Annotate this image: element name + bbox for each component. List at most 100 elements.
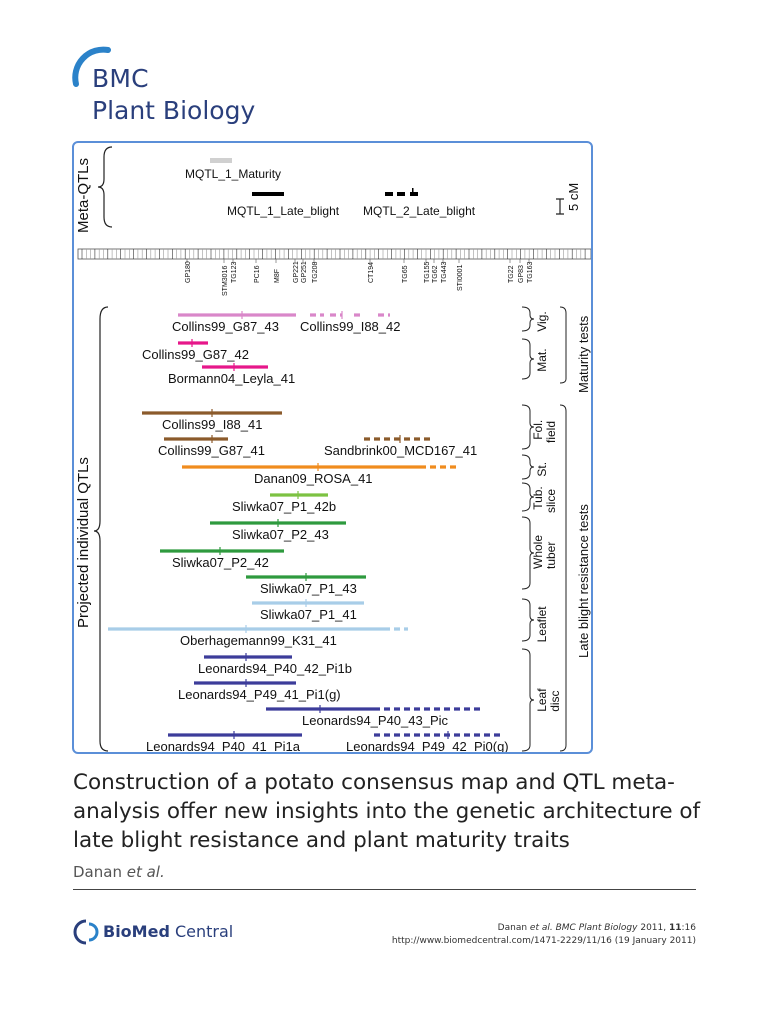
publisher-logo-icon	[73, 919, 99, 945]
qtl-label: Collins99_I88_42	[300, 319, 400, 334]
publisher-logo[interactable]: BioMed Central	[73, 918, 233, 948]
citation: Danan et al. BMC Plant Biology 2011, 11:…	[392, 922, 696, 948]
publisher-name-rest: Central	[169, 922, 234, 941]
qtl-label: Sliwka07_P2_42	[172, 555, 269, 570]
footer-divider	[73, 889, 696, 890]
mqtl-1-maturity-bar	[210, 158, 232, 163]
citation-url[interactable]: http://www.biomedcentral.com/1471-2229/1…	[391, 936, 612, 946]
qtl-label: Collins99_G87_42	[142, 347, 249, 362]
qtl-label: Leonards94_P40_43_Pic	[302, 713, 449, 728]
meta-qtls-label: Meta-QTLs	[75, 158, 92, 233]
citation-journal: BMC Plant Biology	[555, 923, 638, 933]
test-label: Fol.	[531, 420, 545, 440]
journal-arc-icon	[72, 46, 111, 87]
mqtl-2-late-blight-bar	[385, 188, 418, 196]
test-brace	[521, 338, 535, 380]
qtl-label: Sliwka07_P1_43	[260, 581, 357, 596]
authors: Danan et al.	[73, 863, 165, 881]
test-braces: Vig. Mat. Fol. field St. Tub. slice Whole tuber L…	[521, 306, 567, 752]
test-brace	[521, 516, 535, 590]
marker-label: CT194	[368, 262, 375, 283]
citation-author: Danan	[497, 923, 528, 933]
author-etal: et al.	[126, 863, 165, 881]
marker-label: GP180	[185, 261, 192, 283]
test-label: disc	[548, 690, 562, 711]
marker-label: STI0001	[457, 264, 464, 291]
test-label: St.	[535, 462, 549, 477]
maturity-group-brace	[559, 306, 567, 384]
journal-name-line1: BMC	[92, 64, 149, 93]
test-brace	[521, 404, 535, 450]
author-name: Danan	[73, 863, 122, 881]
test-brace	[521, 306, 535, 332]
projected-brace	[93, 306, 109, 752]
marker-label: TG65	[402, 265, 409, 283]
citation-etal: et al.	[529, 923, 553, 933]
scale-label: 5 cM	[566, 183, 581, 211]
test-label: field	[544, 421, 558, 443]
chromosome-strip	[77, 248, 591, 260]
citation-line1: Danan et al. BMC Plant Biology 2011, 11:…	[392, 922, 696, 935]
marker-label: GP83	[518, 265, 525, 283]
marker-label: TG443	[441, 261, 448, 283]
test-brace	[521, 454, 535, 480]
article-title: Construction of a potato consensus map a…	[73, 770, 701, 853]
citation-volume: 11	[668, 923, 682, 933]
marker-label: M8F	[274, 269, 281, 283]
qtl-label: Sliwka07_P1_42b	[232, 499, 336, 514]
journal-logo: BMC Plant Biology	[68, 44, 268, 134]
qtl-label: Sandbrink00_MCD167_41	[324, 443, 477, 458]
test-label: slice	[544, 489, 558, 513]
qtl-label: Bormann04_Leyla_41	[168, 371, 295, 386]
figure-frame: Meta-QTLs Projected individual QTLs Matu…	[72, 141, 593, 754]
marker-label: TG123	[231, 261, 238, 283]
test-label: Leaf	[535, 688, 549, 712]
qtl-label: Oberhagemann99_K31_41	[180, 633, 337, 648]
qtl-label: Leonards94_P40_42_Pi1b	[198, 661, 352, 676]
qtl-label: Danan09_ROSA_41	[254, 471, 373, 486]
test-brace	[521, 482, 535, 512]
projected-qtls-label: Projected individual QTLs	[75, 457, 92, 628]
test-brace	[521, 648, 535, 752]
qtl-map-figure: Meta-QTLs Projected individual QTLs Matu…	[75, 146, 591, 754]
marker-label: TG155	[424, 261, 431, 283]
citation-line2: http://www.biomedcentral.com/1471-2229/1…	[392, 935, 696, 948]
marker-labels: GP180 STM3016 TG123 PC16 M8F GP221 GP251 TG208 C…	[185, 259, 534, 296]
qtl-label: Leonards94_P49_42_Pi0(g)	[346, 739, 509, 754]
meta-brace	[97, 146, 113, 228]
qtl-label: Sliwka07_P1_41	[260, 607, 357, 622]
maturity-tests-label: Maturity tests	[576, 315, 591, 393]
late-blight-tests-label: Late blight resistance tests	[576, 504, 591, 658]
marker-label: GP221	[293, 261, 300, 283]
citation-pages: :16	[681, 923, 696, 933]
journal-name-line2: Plant Biology	[92, 96, 256, 125]
mqtl-1-maturity-label: MQTL_1_Maturity	[185, 167, 281, 181]
chromosome-map	[77, 248, 591, 260]
mqtl-2-late-blight-label: MQTL_2_Late_blight	[363, 204, 476, 218]
qtl-label: Leonards94_P40_41_Pi1a	[146, 739, 301, 754]
marker-label: TG22	[508, 265, 515, 283]
marker-label: TG208	[312, 261, 319, 283]
qtl-label: Collins99_G87_41	[158, 443, 265, 458]
test-label: Mat.	[535, 348, 549, 371]
marker-label: PC16	[254, 265, 261, 283]
test-brace	[521, 598, 535, 642]
marker-label: TG163	[527, 261, 534, 283]
mqtl-1-late-blight-bar	[252, 192, 284, 196]
qtl-label: Collins99_I88_41	[162, 417, 262, 432]
qtl-label: Collins99_G87_43	[172, 319, 279, 334]
citation-year: 2011,	[640, 923, 667, 933]
marker-label: STM3016	[222, 266, 229, 296]
test-label: Vig.	[535, 311, 549, 331]
qtl-label: Sliwka07_P2_43	[232, 527, 329, 542]
citation-date: (19 January 2011)	[614, 936, 696, 946]
scale-bar	[556, 198, 564, 215]
marker-label: TG62	[432, 265, 439, 283]
late-blight-group-brace	[559, 404, 567, 752]
qtl-label: Leonards94_P49_41_Pi1(g)	[178, 687, 341, 702]
test-label: Whole	[531, 535, 545, 569]
publisher-name: BioMed Central	[103, 922, 233, 941]
test-label: tuber	[544, 542, 558, 569]
publisher-name-bold: BioMed	[103, 922, 170, 941]
test-label: Leaflet	[535, 606, 549, 643]
